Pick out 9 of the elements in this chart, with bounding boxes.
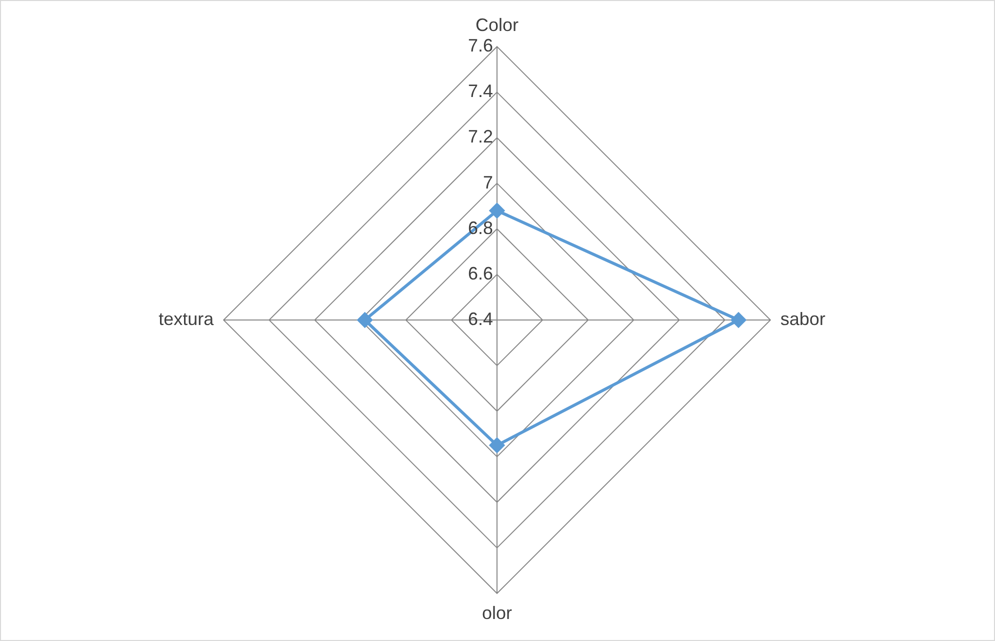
y-tick-label: 7.4 bbox=[468, 81, 493, 102]
y-tick-label: 6.6 bbox=[468, 263, 493, 284]
spoke-label: textura bbox=[158, 308, 215, 329]
y-tick-label: 7.6 bbox=[468, 36, 493, 56]
y-tick-label: 7 bbox=[482, 172, 493, 192]
spoke-label: olor bbox=[482, 603, 512, 624]
y-tick-label: 7.2 bbox=[468, 126, 493, 147]
spoke-label: Color bbox=[475, 14, 519, 35]
spoke-label: sabor bbox=[780, 308, 826, 329]
